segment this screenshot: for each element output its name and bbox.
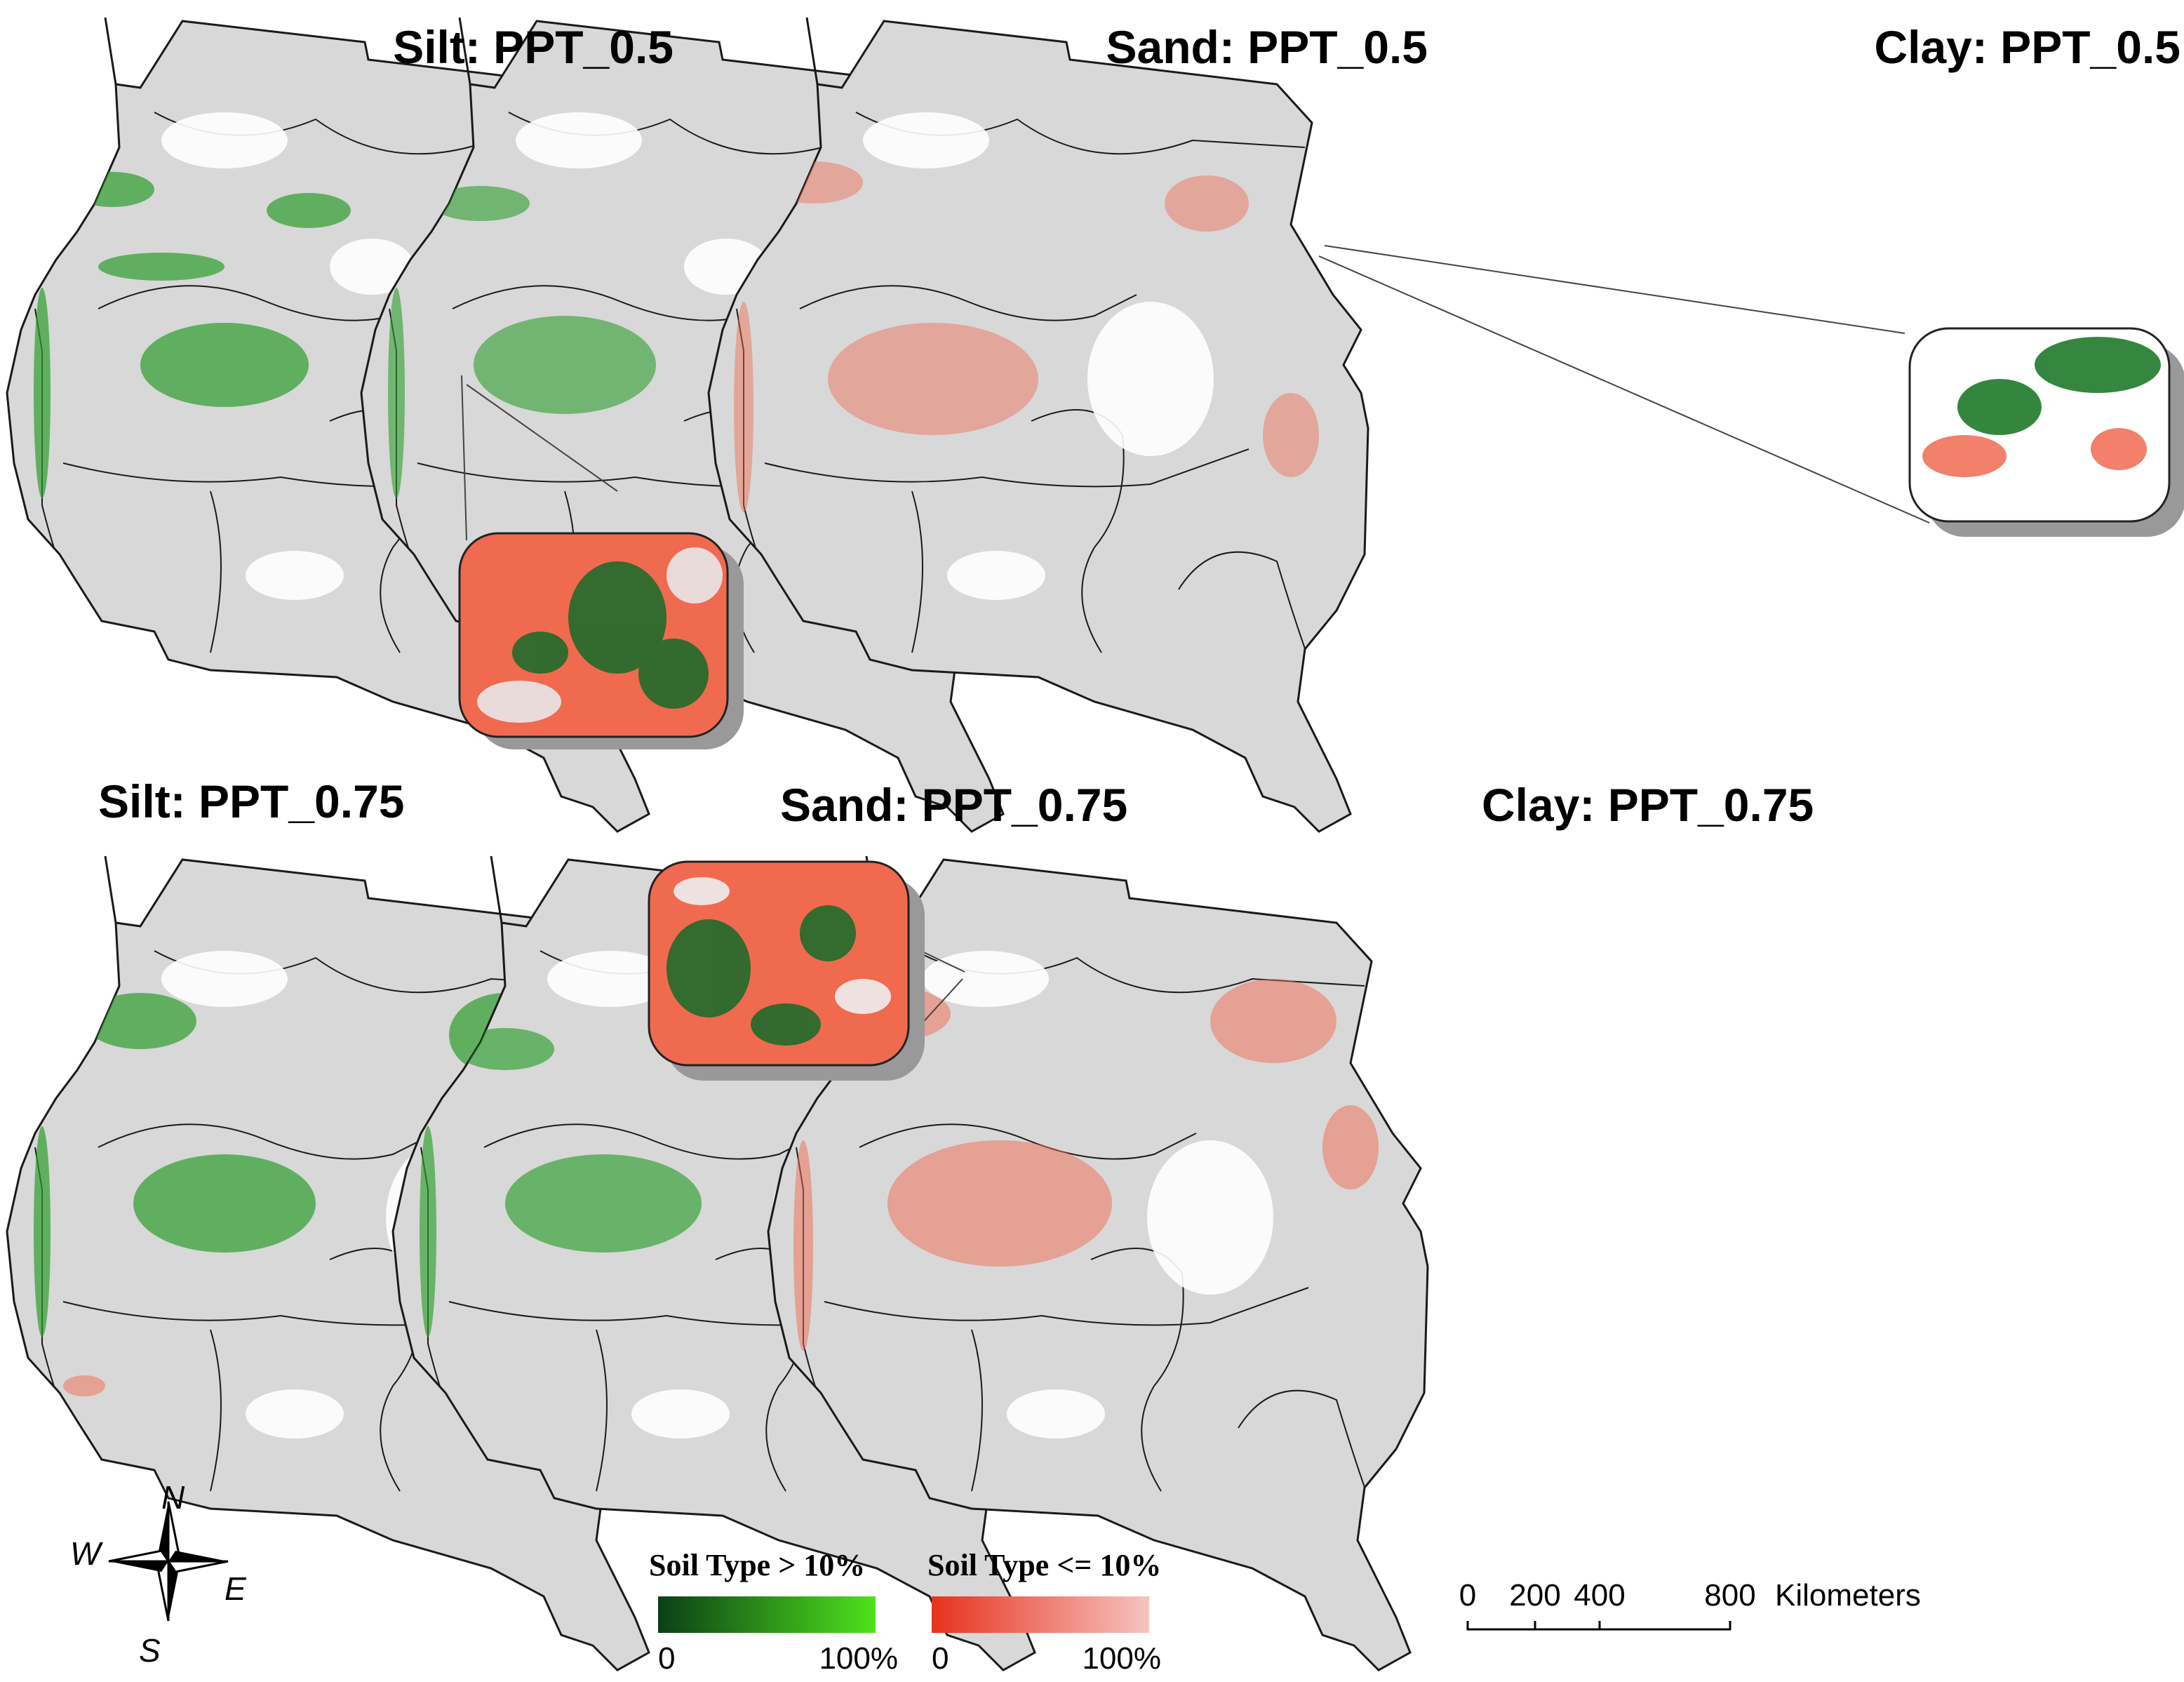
legend-max-green: 100% [819, 1641, 898, 1676]
legend-min-green: 0 [658, 1641, 675, 1676]
panel-title-silt-0.75: Silt: PPT_0.75 [98, 775, 405, 827]
legend-ramp-green [658, 1596, 876, 1633]
scale-line [1466, 1621, 1731, 1631]
scale-unit: Kilometers [1775, 1578, 1921, 1613]
map-panel-clay-0.75 [767, 855, 1429, 1671]
legend-max-red: 100% [1082, 1641, 1161, 1676]
region-map [767, 855, 1429, 1671]
map-panel-clay-0.5 [707, 16, 1369, 833]
scale-label-200: 200 [1509, 1578, 1560, 1613]
legend: Soil Type > 10% 0 100% Soil Type <= 10% … [649, 1548, 1161, 1676]
compass-icon [108, 1501, 229, 1622]
legend-title-green: Soil Type > 10% [649, 1548, 865, 1582]
scale-label-400: 400 [1574, 1578, 1625, 1613]
panel-title-clay-0.75: Clay: PPT_0.75 [1482, 779, 1814, 831]
panel-title-clay-0.5: Clay: PPT_0.5 [1874, 21, 2180, 73]
compass-w: W [70, 1535, 104, 1572]
legend-ramp-red [932, 1596, 1149, 1633]
compass-n: N [161, 1479, 185, 1516]
scale-label-0: 0 [1459, 1578, 1476, 1613]
region-map [707, 16, 1369, 833]
panel-title-sand-0.5: Sand: PPT_0.5 [1106, 21, 1428, 73]
panel-title-silt-0.5: Silt: PPT_0.5 [393, 21, 674, 73]
compass-e: E [225, 1570, 247, 1607]
compass-rose: N S W E [70, 1479, 247, 1669]
panel-title-sand-0.75: Sand: PPT_0.75 [780, 779, 1127, 831]
scale-bar: 0 200 400 800 Kilometers [1459, 1578, 1921, 1631]
legend-min-red: 0 [932, 1641, 949, 1676]
zoom-inset-clay [1318, 245, 2184, 537]
compass-s: S [139, 1632, 161, 1669]
legend-title-red: Soil Type <= 10% [927, 1548, 1161, 1582]
scale-label-800: 800 [1704, 1578, 1755, 1613]
zoom-inset-silt [458, 375, 744, 749]
zoom-inset-sand [648, 860, 965, 1081]
